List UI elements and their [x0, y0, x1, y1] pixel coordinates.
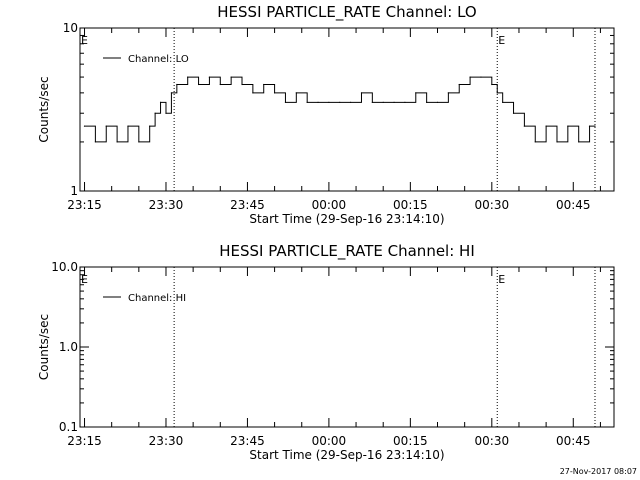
data-point: [187, 76, 189, 78]
data-point: [415, 92, 417, 94]
x-tick-label: 23:30: [149, 198, 184, 212]
chart-title: HESSI PARTICLE_RATE Channel: HI: [219, 242, 475, 261]
data-point: [502, 101, 504, 103]
x-tick-label: 23:45: [230, 198, 265, 212]
data-point: [230, 76, 232, 78]
data-point: [371, 101, 373, 103]
x-axis-label: Start Time (29-Sep-16 23:14:10): [249, 448, 444, 462]
data-point: [545, 125, 547, 127]
x-tick-label: 00:00: [312, 198, 347, 212]
data-point: [159, 101, 162, 103]
data-point: [594, 125, 596, 127]
chart-title: HESSI PARTICLE_RATE Channel: LO: [217, 3, 476, 22]
y-axis-label: Counts/sec: [37, 314, 51, 380]
data-point: [350, 101, 352, 103]
y-tick-label: 10: [63, 21, 78, 35]
data-point: [295, 92, 297, 94]
data-point: [170, 92, 173, 94]
data-point: [273, 92, 276, 94]
x-tick-label: 00:15: [393, 434, 428, 448]
marker-line-label: E: [498, 34, 505, 47]
marker-line-label: E: [498, 273, 505, 286]
data-point: [165, 112, 167, 114]
data-point: [154, 112, 156, 114]
y-tick-label: 0.1: [59, 420, 78, 434]
data-point: [176, 83, 178, 86]
data-point: [116, 141, 118, 143]
data-point: [447, 92, 449, 94]
left-marker-label: E: [81, 34, 88, 47]
data-point: [534, 141, 536, 143]
data-point: [382, 101, 384, 103]
x-tick-label: 00:30: [475, 198, 510, 212]
data-point: [567, 125, 569, 127]
data-point: [339, 101, 341, 103]
data-point: [252, 92, 254, 94]
data-point: [149, 125, 151, 127]
left-marker-label: E: [81, 273, 88, 286]
data-point: [241, 83, 243, 86]
data-point: [127, 125, 129, 127]
y-tick-label: 1.0: [59, 340, 78, 354]
data-point: [328, 101, 330, 103]
data-point: [469, 76, 471, 78]
data-point: [556, 141, 558, 143]
data-point: [317, 101, 319, 103]
data-point: [436, 101, 439, 103]
x-tick-label: 23:30: [149, 434, 184, 448]
data-point: [393, 101, 395, 103]
data-point: [219, 83, 221, 86]
plot-frame: [79, 27, 615, 192]
series-line: [84, 76, 595, 143]
x-tick-label: 00:15: [393, 198, 428, 212]
x-tick-label: 23:15: [67, 198, 102, 212]
timestamp: 27-Nov-2017 08:07: [560, 467, 637, 476]
data-point: [512, 112, 515, 114]
legend-label: Channel: LO: [128, 54, 189, 65]
data-point: [458, 83, 460, 86]
x-tick-label: 23:15: [67, 434, 102, 448]
x-tick-label: 00:30: [475, 434, 510, 448]
y-tick-label: 10.0: [51, 260, 78, 274]
data-point: [306, 101, 308, 103]
data-point: [491, 83, 493, 86]
data-point: [284, 101, 287, 103]
data-point: [83, 125, 86, 127]
data-point: [105, 125, 107, 127]
data-point: [263, 83, 265, 86]
x-tick-label: 00:00: [312, 434, 347, 448]
panel-2: HESSI PARTICLE_RATE Channel: HI 23:15 23:3…: [37, 242, 615, 462]
x-tick-label: 00:45: [556, 434, 591, 448]
y-tick-label: 1: [70, 184, 78, 198]
data-point: [578, 141, 580, 143]
data-point: [94, 141, 96, 143]
data-point: [426, 101, 428, 103]
legend-label: Channel: HI: [128, 293, 186, 304]
data-point: [480, 76, 482, 78]
data-point: [197, 83, 200, 86]
panel-1: HESSI PARTICLE_RATE Channel: LO 23:15 23:3…: [37, 3, 615, 226]
data-point: [588, 125, 591, 127]
x-tick-label: 23:45: [230, 434, 265, 448]
plot-frame: [79, 266, 615, 428]
data-point: [208, 76, 211, 78]
data-point: [523, 125, 525, 127]
x-tick-label: 00:45: [556, 198, 591, 212]
data-point: [138, 141, 140, 143]
y-axis-label: Counts/sec: [37, 76, 51, 142]
data-point: [360, 92, 363, 94]
data-point: [496, 92, 498, 94]
data-point: [404, 101, 406, 103]
x-axis-label: Start Time (29-Sep-16 23:14:10): [249, 212, 444, 226]
